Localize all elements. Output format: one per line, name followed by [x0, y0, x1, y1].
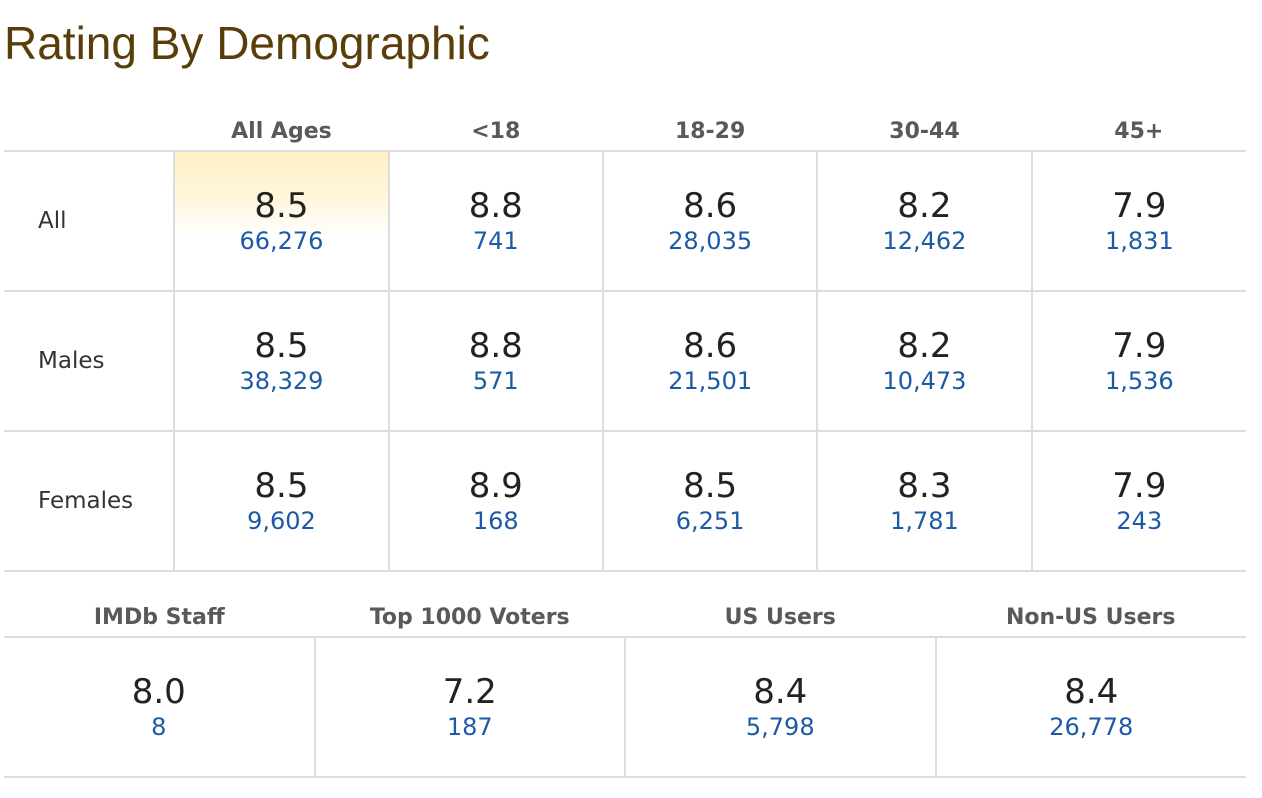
column-header-us-users: US Users — [625, 592, 936, 638]
rating-value: 8.2 — [897, 326, 952, 366]
rating-value: 8.8 — [468, 186, 523, 226]
row-label-females: Females — [4, 431, 176, 572]
column-header-30-44: 30-44 — [817, 100, 1032, 152]
table-row-groups: 8.0 8 7.2 187 8.4 5,798 8.4 26,778 — [4, 637, 1246, 778]
row-label-males: Males — [4, 291, 176, 432]
vote-count-link[interactable]: 168 — [472, 507, 519, 535]
rating-value: 8.8 — [468, 326, 523, 366]
rating-value: 8.4 — [753, 672, 808, 712]
vote-count-link[interactable]: 26,778 — [1049, 713, 1134, 741]
rating-cell: 8.5 38,329 — [174, 291, 390, 432]
vote-count-link[interactable]: 187 — [446, 713, 493, 741]
rating-cell: 8.8 741 — [388, 151, 604, 292]
vote-count-link[interactable]: 10,473 — [882, 367, 967, 395]
rating-cell: 8.8 571 — [388, 291, 604, 432]
column-header-all-ages: All Ages — [174, 100, 389, 152]
rating-value: 7.2 — [442, 672, 497, 712]
rating-cell: 8.4 26,778 — [935, 637, 1246, 778]
row-label-all: All — [4, 151, 176, 292]
rating-cell: 7.9 1,831 — [1031, 151, 1246, 292]
column-header-top-1000-voters: Top 1000 Voters — [314, 592, 625, 638]
vote-count-link[interactable]: 1,781 — [890, 507, 959, 535]
column-header-non-us-users: Non-US Users — [935, 592, 1246, 638]
table-row-females: Females 8.5 9,602 8.9 168 8.5 6,251 8.3 … — [4, 431, 1246, 572]
vote-count-link[interactable]: 8 — [151, 713, 167, 741]
vote-count-link[interactable]: 243 — [1116, 507, 1163, 535]
vote-count-link[interactable]: 38,329 — [239, 367, 324, 395]
rating-value: 8.4 — [1064, 672, 1119, 712]
rating-cell: 8.2 10,473 — [817, 291, 1033, 432]
vote-count-link[interactable]: 1,831 — [1104, 227, 1174, 255]
vote-count-link[interactable]: 66,276 — [239, 227, 324, 255]
rating-value: 8.2 — [897, 186, 952, 226]
rating-cell: 8.2 12,462 — [817, 151, 1033, 292]
rating-value: 7.9 — [1112, 326, 1167, 366]
vote-count-link[interactable]: 6,251 — [675, 507, 745, 535]
group-header-row: IMDb Staff Top 1000 Voters US Users Non-… — [4, 592, 1246, 638]
rating-cell: 7.9 243 — [1031, 431, 1246, 572]
vote-count-link[interactable]: 741 — [472, 227, 519, 255]
column-header-imdb-staff: IMDb Staff — [4, 592, 315, 638]
rating-value: 8.5 — [254, 466, 309, 506]
rating-value: 8.0 — [131, 672, 186, 712]
rating-cell: 8.6 21,501 — [602, 291, 819, 432]
vote-count-link[interactable]: 5,798 — [745, 713, 815, 741]
column-header-under-18: <18 — [388, 100, 603, 152]
vote-count-link[interactable]: 9,602 — [247, 507, 316, 535]
rating-cell: 8.3 1,781 — [817, 431, 1033, 572]
table-row-all: All 8.5 66,276 8.8 741 8.6 28,035 8.2 12… — [4, 151, 1246, 292]
rating-value: 8.6 — [683, 326, 738, 366]
rating-cell: 8.5 66,276 — [174, 151, 390, 292]
rating-cell: 8.5 6,251 — [602, 431, 819, 572]
rating-value: 8.5 — [254, 326, 309, 366]
rating-cell: 7.9 1,536 — [1031, 291, 1246, 432]
vote-count-link[interactable]: 571 — [472, 367, 519, 395]
rating-value: 7.9 — [1112, 186, 1167, 226]
age-header-row: All Ages <18 18-29 30-44 45+ — [4, 100, 1246, 152]
rating-value: 8.5 — [254, 186, 309, 226]
rating-cell: 8.4 5,798 — [625, 637, 937, 778]
rating-cell: 8.6 28,035 — [602, 151, 819, 292]
vote-count-link[interactable]: 1,536 — [1104, 367, 1174, 395]
rating-value: 8.9 — [468, 466, 523, 506]
vote-count-link[interactable]: 12,462 — [882, 227, 967, 255]
demographic-ratings-table: All Ages <18 18-29 30-44 45+ All 8.5 66,… — [4, 100, 1246, 572]
rating-value: 8.3 — [897, 466, 952, 506]
header-corner — [4, 100, 175, 152]
rating-value: 8.5 — [683, 466, 738, 506]
rating-cell: 8.0 8 — [4, 637, 316, 778]
rating-cell: 8.5 9,602 — [174, 431, 390, 572]
column-header-18-29: 18-29 — [602, 100, 818, 152]
page-title: Rating By Demographic — [4, 17, 490, 69]
vote-count-link[interactable]: 28,035 — [668, 227, 753, 255]
table-row-males: Males 8.5 38,329 8.8 571 8.6 21,501 8.2 … — [4, 291, 1246, 432]
rating-value: 7.9 — [1112, 466, 1167, 506]
rating-cell: 7.2 187 — [314, 637, 626, 778]
column-header-45-plus: 45+ — [1031, 100, 1246, 152]
user-group-ratings-table: IMDb Staff Top 1000 Voters US Users Non-… — [4, 592, 1246, 778]
rating-value: 8.6 — [683, 186, 738, 226]
vote-count-link[interactable]: 21,501 — [668, 367, 753, 395]
rating-cell: 8.9 168 — [388, 431, 604, 572]
